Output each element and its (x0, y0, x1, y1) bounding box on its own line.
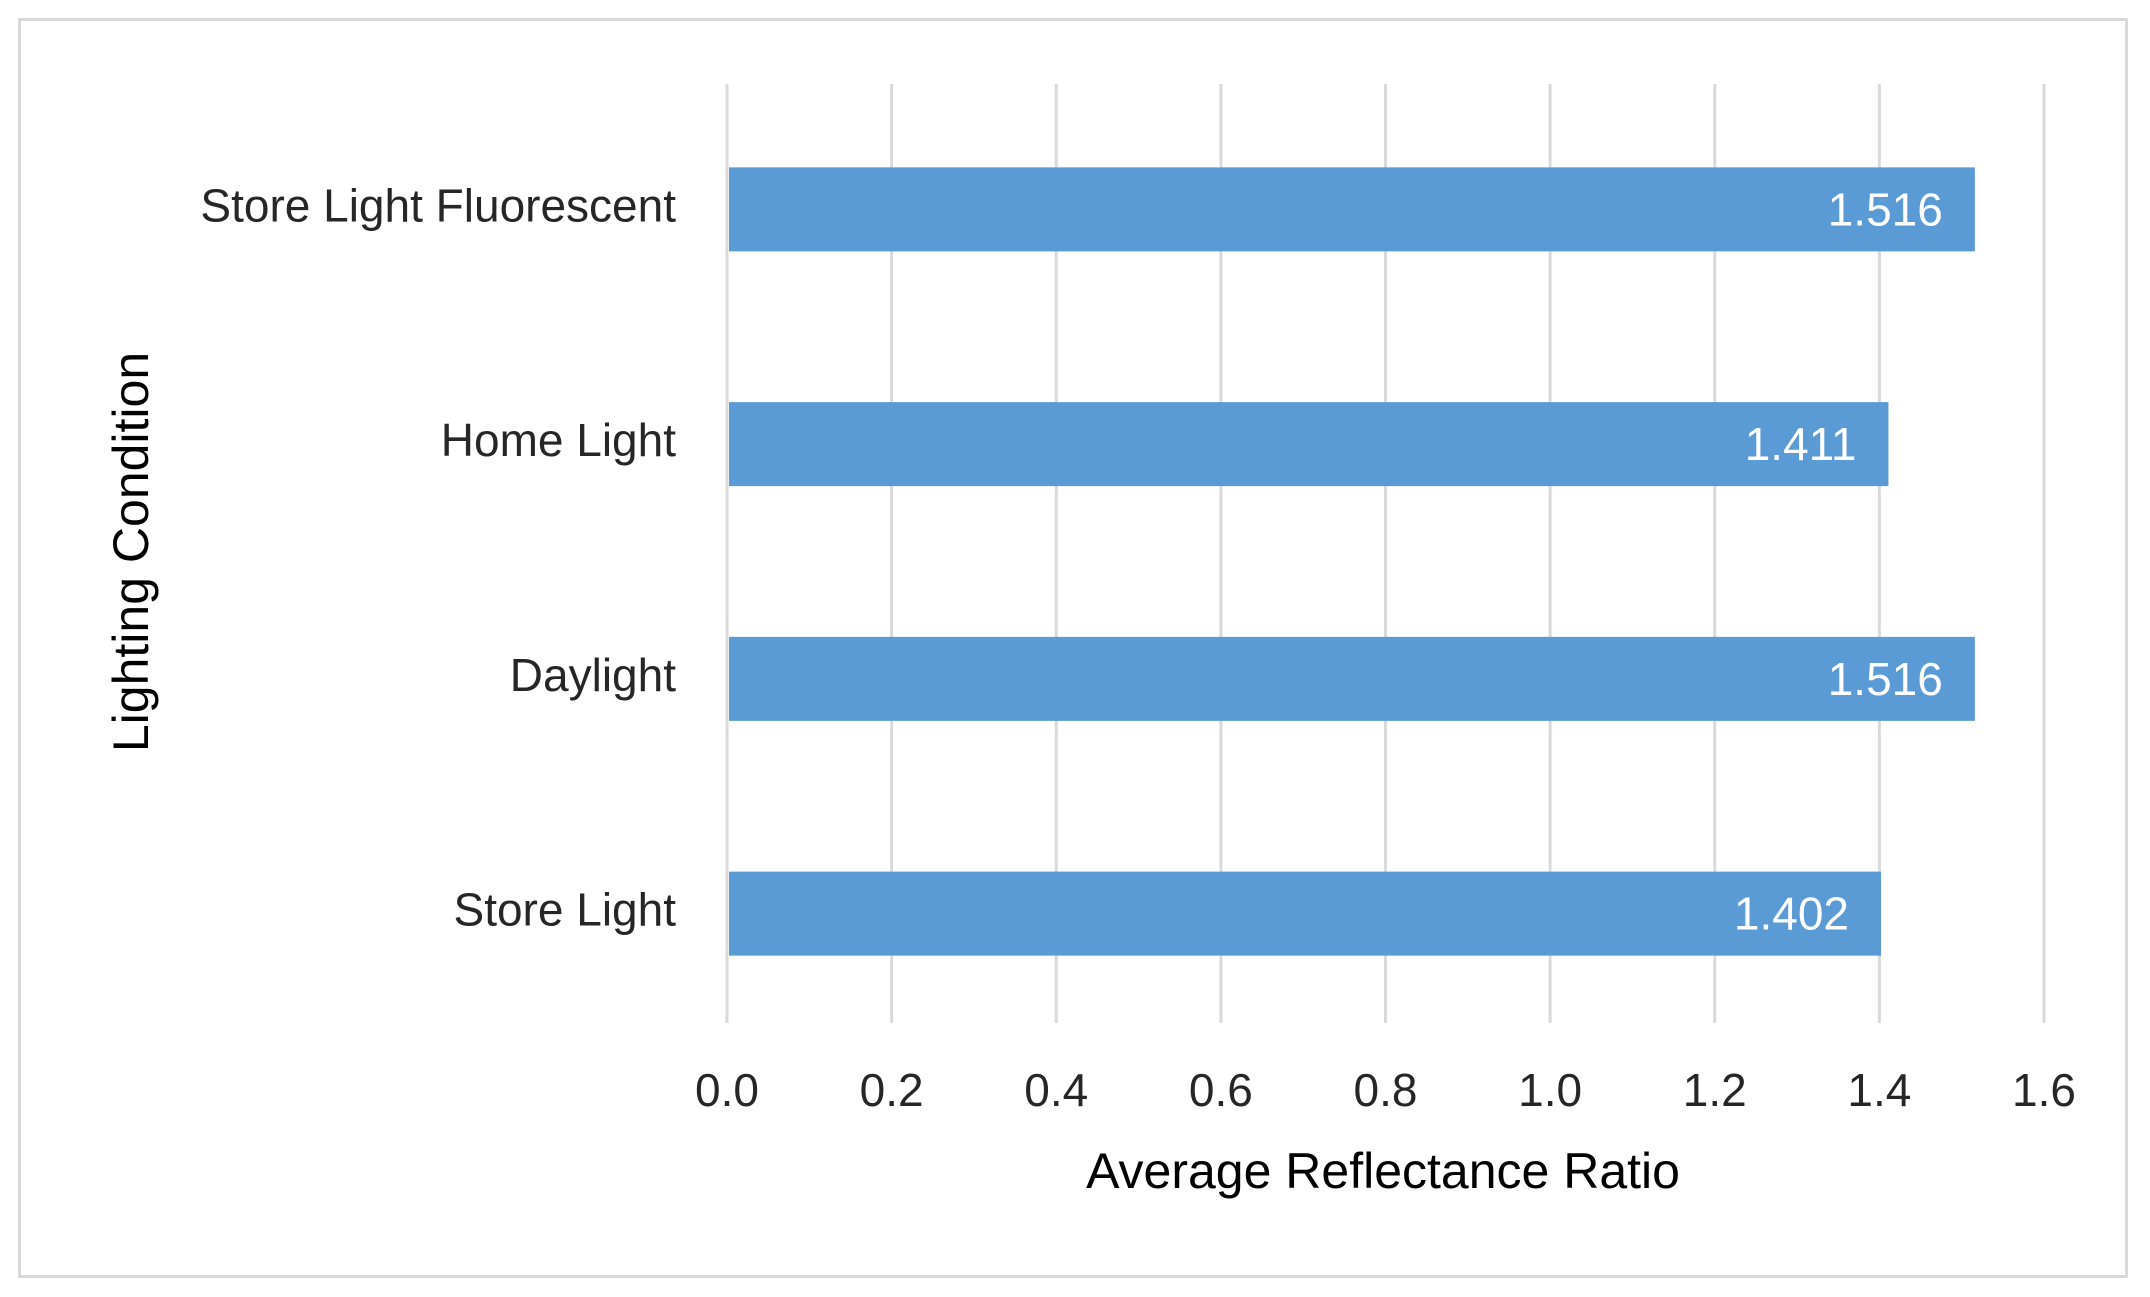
x-tick-label: 1.4 (1847, 1064, 1911, 1116)
x-tick-labels: 0.0 0.2 0.4 0.6 0.8 1.0 1.2 1.4 1.6 (695, 1064, 2076, 1116)
bars: 1.516 1.411 1.516 1.402 (729, 167, 1975, 956)
category-label: Home Light (441, 414, 676, 466)
x-tick-label: 1.2 (1683, 1064, 1747, 1116)
x-tick-label: 0.6 (1189, 1064, 1253, 1116)
x-axis-title: Average Reflectance Ratio (1086, 1143, 1680, 1199)
category-labels: Store Light Fluorescent Home Light Dayligh… (200, 179, 676, 935)
data-label: 1.516 (1828, 183, 1943, 235)
x-tick-label: 0.0 (695, 1064, 759, 1116)
x-tick-label: 0.8 (1354, 1064, 1418, 1116)
y-axis-title: Lighting Condition (103, 352, 159, 752)
data-label: 1.411 (1745, 418, 1857, 470)
x-tick-label: 0.2 (860, 1064, 924, 1116)
category-label: Store Light (454, 884, 677, 936)
data-label: 1.402 (1734, 888, 1849, 940)
data-label: 1.516 (1828, 653, 1943, 705)
bar (729, 636, 1975, 721)
category-label: Daylight (510, 649, 676, 701)
bar (729, 871, 1882, 956)
x-tick-label: 1.6 (2012, 1064, 2076, 1116)
x-tick-label: 1.0 (1518, 1064, 1582, 1116)
bar (729, 167, 1975, 252)
x-tick-label: 0.4 (1024, 1064, 1088, 1116)
category-label: Store Light Fluorescent (200, 179, 676, 231)
bar (729, 402, 1889, 487)
